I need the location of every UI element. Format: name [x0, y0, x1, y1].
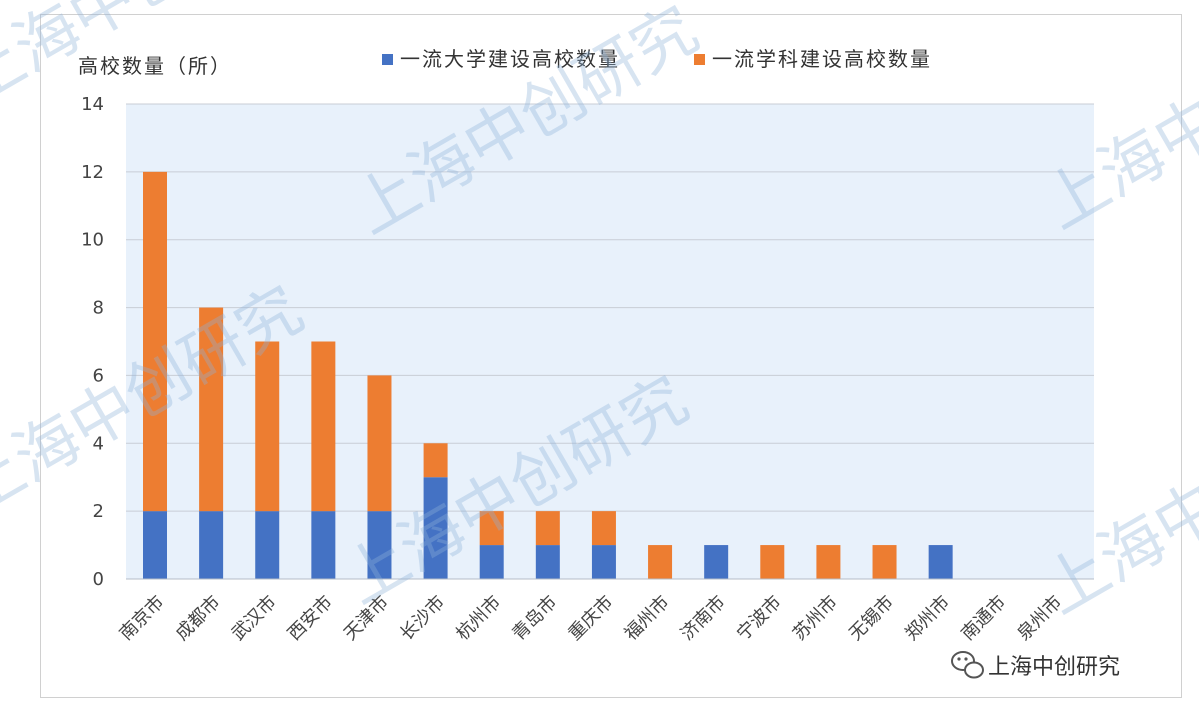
x-category-label: 武汉市 — [228, 592, 281, 645]
y-tick-label: 10 — [81, 230, 104, 251]
brand-badge: 上海中创研究 — [951, 651, 1120, 680]
x-category-label: 福州市 — [621, 592, 674, 645]
y-tick-label: 6 — [93, 365, 104, 386]
y-tick-label: 2 — [93, 501, 104, 522]
x-category-label: 成都市 — [172, 592, 225, 645]
bar-discipline — [143, 171, 167, 512]
bar-discipline — [199, 307, 224, 512]
x-category-label: 长沙市 — [396, 592, 449, 645]
bar-university — [535, 545, 560, 579]
x-category-label: 宁波市 — [733, 592, 786, 645]
gridlines — [126, 103, 1094, 512]
bar-discipline — [535, 511, 560, 546]
bar-discipline — [760, 545, 785, 579]
bars — [143, 171, 953, 579]
bar-university — [311, 511, 336, 579]
plot-area — [126, 104, 1094, 579]
x-category-label: 杭州市 — [452, 592, 505, 645]
x-category-label: 南京市 — [116, 592, 169, 645]
bar-discipline — [648, 545, 673, 579]
chart-frame — [40, 14, 1182, 698]
x-category-label: 郑州市 — [901, 592, 954, 645]
x-category-label: 南通市 — [957, 592, 1010, 645]
x-category-labels: 南京市 成都市 武汉市 西安市 天津市 长沙市 杭州市 青岛市 重庆市 福州市 济南市 宁波市 苏州市无… — [116, 592, 1067, 645]
bar-university — [367, 511, 392, 579]
bar-discipline — [872, 545, 897, 579]
y-tick-label: 8 — [93, 298, 104, 319]
bar-discipline — [816, 545, 841, 579]
y-tick-labels: 0 2 4 6 8 10 12 14 — [81, 94, 104, 590]
bar-university — [479, 545, 504, 579]
bar-discipline — [479, 511, 504, 546]
wechat-icon — [951, 651, 984, 679]
bar-university — [199, 511, 224, 579]
bar-university — [423, 477, 448, 579]
bar-discipline — [311, 341, 336, 512]
x-category-label: 无锡市 — [845, 592, 898, 645]
bar-university — [928, 545, 953, 579]
y-tick-label: 4 — [93, 433, 104, 454]
legend-label-university: 一流大学建设高校数量 — [400, 47, 620, 71]
y-tick-label: 12 — [81, 162, 104, 183]
y-tick-label: 0 — [93, 569, 104, 590]
y-axis-title: 高校数量（所） — [78, 54, 232, 78]
bar-discipline — [255, 341, 280, 512]
x-category-label: 苏州市 — [789, 592, 842, 645]
legend-swatch-university — [382, 54, 393, 65]
bar-discipline — [367, 375, 392, 512]
x-category-label: 济南市 — [677, 592, 730, 645]
x-category-label: 青岛市 — [508, 592, 561, 645]
bar-discipline — [591, 511, 616, 546]
legend-label-discipline: 一流学科建设高校数量 — [712, 47, 932, 71]
legend-swatch-discipline — [694, 54, 705, 65]
legend: 一流大学建设高校数量 一流学科建设高校数量 — [382, 47, 932, 71]
bar-university — [704, 545, 729, 579]
y-tick-label: 14 — [81, 94, 104, 115]
bar-discipline — [423, 443, 448, 478]
x-category-label: 重庆市 — [564, 592, 617, 645]
bar-university — [591, 545, 616, 579]
bar-university — [143, 511, 167, 579]
bar-university — [255, 511, 280, 579]
brand-text: 上海中创研究 — [988, 655, 1120, 680]
x-category-label: 西安市 — [284, 592, 337, 645]
